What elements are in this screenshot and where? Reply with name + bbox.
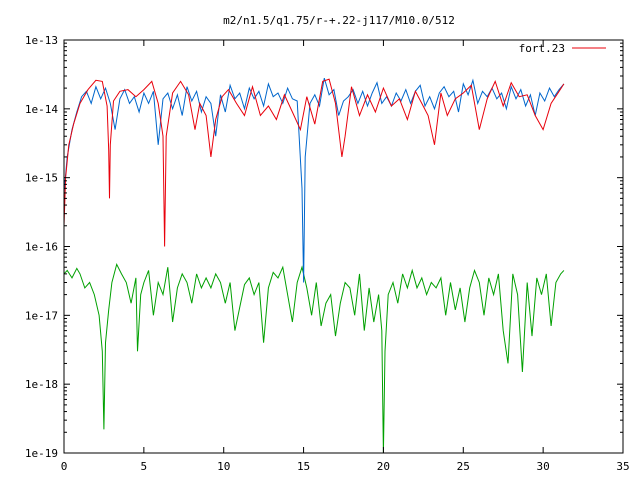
legend-label: fort.23 (519, 42, 565, 55)
series-line-1 (63, 78, 565, 247)
series-layer (63, 77, 565, 454)
chart-title: m2/n1.5/q1.75/r-+.22-j117/M10.0/512 (223, 14, 455, 27)
x-axis: 0 5 10 15 20 25 30 35 (61, 40, 630, 473)
x-tick-label: 30 (537, 460, 550, 473)
y-tick-label: 1e-18 (25, 378, 58, 391)
x-tick-label: 5 (141, 460, 148, 473)
x-tick-label: 35 (616, 460, 629, 473)
x-tick-label: 10 (217, 460, 230, 473)
y-tick-label: 1e-17 (25, 309, 58, 322)
y-axis: 1e-19 1e-18 1e-17 1e-16 1e-15 1e-14 1e-13 (25, 34, 623, 460)
y-tick-label: 1e-14 (25, 103, 58, 116)
series-line-2 (63, 77, 565, 283)
x-tick-label: 15 (297, 460, 310, 473)
y-tick-label: 1e-15 (25, 172, 58, 185)
x-tick-label: 25 (457, 460, 470, 473)
x-tick-label: 0 (61, 460, 68, 473)
y-tick-label: 1e-16 (25, 241, 58, 254)
y-tick-label: 1e-13 (25, 34, 58, 47)
x-tick-label: 20 (377, 460, 390, 473)
legend: fort.23 (519, 42, 606, 55)
y-tick-label: 1e-19 (25, 447, 58, 460)
series-line-3 (63, 263, 565, 454)
